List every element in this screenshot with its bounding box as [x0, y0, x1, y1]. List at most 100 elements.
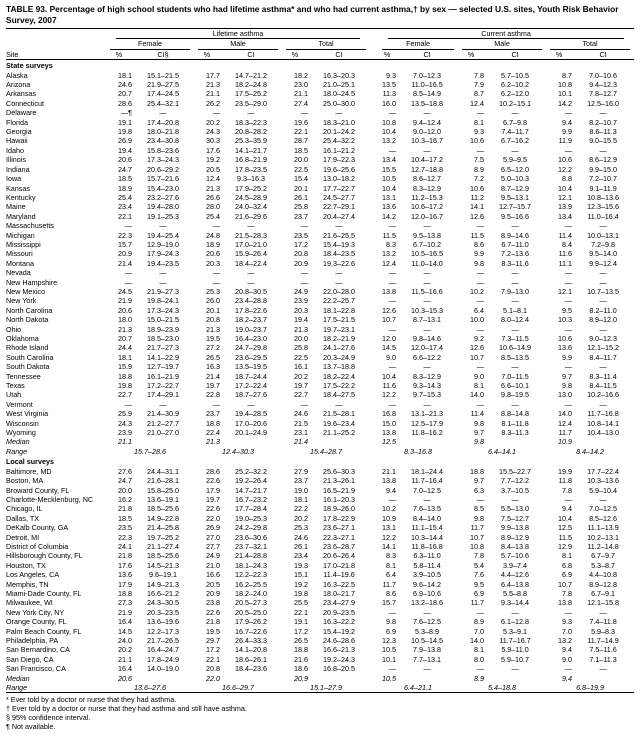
ci-value: 17.8–22.9 — [323, 513, 356, 523]
ci-value: 8.7–12.9 — [501, 183, 530, 193]
table-row: Connecticut 28.6 25.4–32.1 26.2 23.5–29.0 27.… — [6, 99, 634, 108]
ci-value: 8.9–14.6 — [501, 230, 530, 240]
ci-value: 21.4–30.9 — [147, 409, 179, 419]
subgroup-female-current-label: Female — [382, 39, 455, 50]
ci-value: 11.7–16.8 — [587, 409, 619, 419]
table-row: Illinois 20.6 17.3–24.3 19.2 16.8–21.9 20.0 17… — [6, 155, 634, 164]
ci-value: 12.5–16.0 — [587, 98, 620, 108]
ci-value: 17.3–24.3 — [147, 305, 179, 315]
table-row: Range 13.6–27.6 16.6–29.7 15.1–27.9 6.4–21.1… — [6, 683, 634, 693]
percent-value: 17.6 — [118, 560, 132, 570]
ci-value: 8.6–12.7 — [413, 174, 442, 184]
ci-value: 17.4–24.5 — [147, 89, 179, 99]
ci-value: 14.1–20.8 — [235, 645, 267, 655]
percent-value: 7.5 — [474, 155, 485, 165]
percent-value: 27.0 — [206, 532, 220, 542]
percent-value: 24.6 — [118, 80, 132, 90]
ci-value: 11.0–14.0 — [411, 258, 443, 268]
range-value: 12.4–30.3 — [222, 446, 254, 456]
col-header-ci-3: CI — [308, 49, 371, 61]
ci-value: 5.5–13.0 — [501, 504, 530, 514]
ci-value: — — [159, 399, 167, 409]
percent-value: 26.0 — [206, 296, 220, 306]
percent-value: 12.1 — [558, 286, 573, 296]
ci-value: 6.2–10.2 — [501, 80, 530, 90]
percent-value: 22.8 — [206, 390, 220, 400]
percent-value: 12.2 — [382, 390, 397, 400]
site-name: New York City, NY — [6, 607, 65, 617]
percent-value: 11.8 — [558, 476, 573, 486]
site-name: Ohio — [6, 324, 22, 334]
percent-value: 20.7 — [118, 89, 132, 99]
percent-value: 10.6 — [558, 334, 573, 343]
percent-value: 20.3 — [294, 305, 308, 315]
percent-value: 6.8 — [562, 560, 573, 570]
ci-value: 9.6–19.1 — [149, 570, 177, 580]
percent-value: 25.5 — [294, 598, 308, 608]
ci-value: — — [511, 108, 519, 118]
ci-value — [572, 437, 634, 446]
ci-value: 6.7–10.2 — [413, 239, 442, 249]
group-header-row: Lifetime asthma Current asthma — [6, 29, 634, 40]
ci-value: 17.8–22.6 — [235, 305, 267, 315]
percent-value: 20.6 — [118, 673, 132, 683]
percent-value: 10.5 — [382, 174, 397, 184]
percent-value: 10.5 — [382, 673, 397, 683]
ci-value: 23.4–30.8 — [147, 136, 179, 146]
ci-value: 21.0–27.0 — [147, 428, 179, 438]
percent-value: — — [388, 362, 397, 372]
footnote-current-asthma: † Ever told by a doctor or nurse that th… — [6, 704, 247, 714]
percent-value: 7.0 — [562, 626, 573, 636]
percent-value: 20.3 — [206, 258, 220, 268]
percent-value: 13.8 — [558, 598, 573, 608]
percent-value: 21.3 — [294, 324, 308, 334]
percent-value: 15.7 — [118, 239, 132, 249]
ci-value: 18.5–23.0 — [147, 334, 179, 343]
percent-value: 18.9 — [118, 183, 132, 193]
site-name: Charlotte-Mecklenburg, NC — [6, 494, 94, 504]
ci-value: 15.4–19.2 — [323, 626, 356, 636]
percent-value: 18.1 — [118, 352, 132, 362]
ci-value: 8.4–14.0 — [413, 513, 442, 523]
ci-value: 12.2–17.3 — [147, 626, 179, 636]
percent-value: 12.6 — [382, 305, 397, 315]
ci-value: 18.2–24.0 — [235, 588, 267, 598]
percent-value: 27.4 — [294, 98, 308, 108]
percent-value: 16.8 — [382, 409, 397, 419]
ci-value: 11.1–13.9 — [587, 523, 619, 533]
ci-value: 23.7–32.1 — [235, 541, 267, 551]
subgroup-female-lifetime: Female — [106, 39, 194, 50]
ci-value: 20.6–29.2 — [147, 164, 179, 174]
ci-value: 21.1–27.4 — [147, 541, 179, 551]
ci-value: 7.7–12.2 — [501, 476, 530, 486]
table-row: District of Columbia 24.1 21.1–27.4 27.7 23.… — [6, 542, 634, 551]
footnote-lifetime-asthma: * Ever told by a doctor or nurse that th… — [6, 695, 177, 705]
site-name: Wisconsin — [6, 418, 39, 428]
percent-value: 15.5 — [382, 164, 397, 174]
ci-value: 14.9–22.8 — [147, 513, 179, 523]
ci-value: — — [511, 362, 519, 372]
percent-value: 18.6 — [294, 664, 308, 674]
ci-value: 18.4–23.6 — [235, 664, 267, 674]
percent-value: — — [212, 221, 220, 231]
percent-value: 25.9 — [118, 409, 132, 419]
ci-value: 8.9–12.0 — [589, 315, 618, 325]
table-row: New York 21.9 19.8–24.1 26.0 23.4–28.8 23.9 22… — [6, 296, 634, 305]
percent-value: 17.2 — [294, 239, 308, 249]
ci-value: 10.7–13.5 — [587, 286, 620, 296]
group-header-current-asthma: Current asthma — [370, 29, 634, 40]
ci-value: 18.4–22.4 — [235, 258, 267, 268]
ci-value: 9.9–15.0 — [589, 164, 618, 174]
site-name: Hillsborough County, FL — [6, 551, 83, 561]
ci-value: 10.6–14.9 — [499, 343, 532, 353]
percent-value: 8.9 — [474, 617, 485, 627]
ci-value: 7.0–12.5 — [413, 485, 442, 495]
percent-value: 15.4 — [294, 174, 308, 184]
ci-value: 22.0–28.0 — [323, 286, 356, 296]
ci-value: 10.3–16.7 — [411, 136, 444, 146]
percent-value: 19.1 — [118, 117, 132, 127]
table-row: Rhode Island 24.4 21.7–27.3 27.2 24.7–29.8 25… — [6, 343, 634, 352]
percent-value: 10.6 — [558, 155, 573, 165]
site-name: District of Columbia — [6, 541, 69, 551]
percent-value: 25.3 — [206, 286, 220, 296]
